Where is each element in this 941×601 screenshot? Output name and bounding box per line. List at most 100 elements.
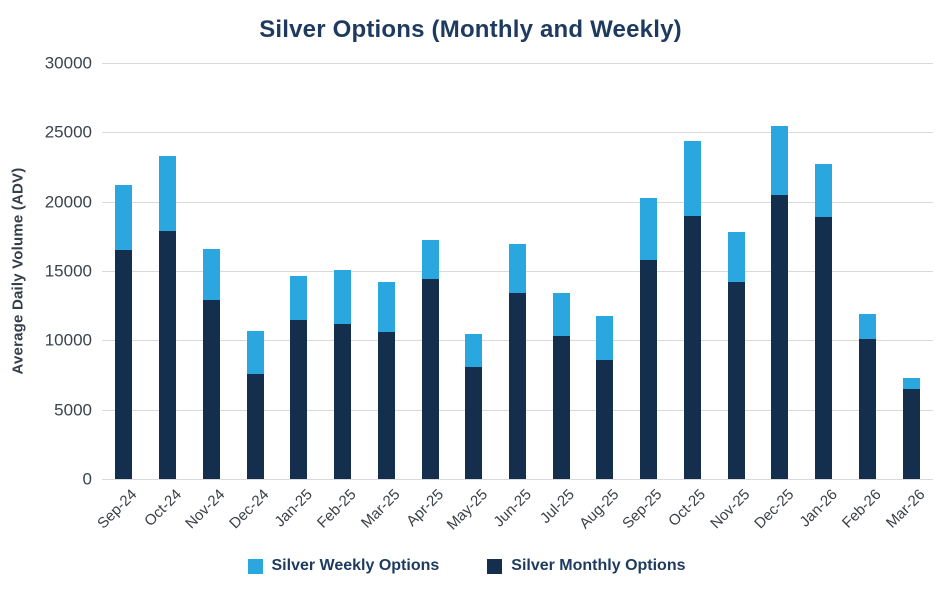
y-tick-label: 25000 xyxy=(44,122,92,142)
y-tick-label: 20000 xyxy=(44,192,92,212)
x-tick-label: Jan-26 xyxy=(796,486,841,531)
y-axis-title: Average Daily Volume (ADV) xyxy=(9,167,27,375)
x-tick-label: Nov-25 xyxy=(706,486,754,533)
bar-feb-26 xyxy=(858,314,876,479)
bar-dec-25 xyxy=(771,126,789,479)
bar-segment-weekly xyxy=(858,314,876,339)
bar-segment-weekly xyxy=(727,232,745,282)
bar-segment-monthly xyxy=(115,250,133,479)
gridline-0 xyxy=(102,479,933,480)
bar-segment-monthly xyxy=(465,367,483,479)
x-tick-label: Nov-24 xyxy=(182,486,229,533)
bar-segment-monthly xyxy=(377,332,395,479)
x-tick-label: Mar-25 xyxy=(357,486,404,532)
bar-segment-weekly xyxy=(683,141,701,216)
x-axis-tick-labels: Sep-24 Oct-24 Nov-24 Dec-24 Jan-25 Feb-25 Mar-… xyxy=(95,479,933,541)
bar-segment-weekly xyxy=(596,316,614,360)
bar-oct-24 xyxy=(159,156,177,479)
bar-segment-weekly xyxy=(159,156,177,231)
bar-mar-25 xyxy=(377,282,395,479)
bar-segment-weekly xyxy=(421,240,439,279)
x-tick-label: May-25 xyxy=(443,486,491,534)
chart-layout: Average Daily Volume (ADV) 0 5000 10000 150… xyxy=(0,55,941,575)
bar-jan-25 xyxy=(290,276,308,479)
bar-segment-weekly xyxy=(246,331,264,374)
bar-mar-26 xyxy=(902,378,920,479)
bar-nov-24 xyxy=(202,249,220,479)
x-tick-label: Feb-26 xyxy=(838,486,885,532)
bar-segment-weekly xyxy=(290,276,308,320)
gridline-25000 xyxy=(102,132,933,134)
plot-area xyxy=(102,63,933,480)
bar-segment-monthly xyxy=(596,360,614,479)
x-tick-label: Mar-26 xyxy=(882,486,929,532)
bar-segment-monthly xyxy=(552,336,570,479)
x-tick-label: Oct-24 xyxy=(140,486,185,530)
bar-dec-24 xyxy=(246,331,264,479)
legend-swatch-weekly xyxy=(247,558,263,574)
x-tick-label: Sep-24 xyxy=(94,486,141,533)
legend: Silver Weekly Options Silver Monthly Opti… xyxy=(0,557,933,575)
bar-sep-24 xyxy=(115,185,133,479)
bar-sep-25 xyxy=(640,198,658,479)
bar-oct-25 xyxy=(683,141,701,479)
bar-segment-monthly xyxy=(815,217,833,479)
bar-apr-25 xyxy=(421,240,439,479)
bar-segment-monthly xyxy=(727,282,745,479)
bar-jan-26 xyxy=(815,164,833,479)
y-tick-label: 5000 xyxy=(54,400,92,420)
bar-segment-weekly xyxy=(509,244,526,293)
bar-segment-monthly xyxy=(290,320,308,479)
bar-segment-weekly xyxy=(465,334,483,367)
bar-segment-monthly xyxy=(509,293,526,479)
chart-title: Silver Options (Monthly and Weekly) xyxy=(259,16,682,43)
x-tick-label: Dec-24 xyxy=(225,486,273,533)
y-axis-title-cell: Average Daily Volume (ADV) xyxy=(0,63,36,479)
bar-segment-weekly xyxy=(377,282,395,332)
bar-segment-weekly xyxy=(815,164,833,217)
x-tick-label: Dec-25 xyxy=(750,486,797,533)
bar-segment-weekly xyxy=(334,270,352,324)
x-tick-label: Jan-25 xyxy=(271,486,316,531)
gridline-30000 xyxy=(102,63,933,64)
bar-may-25 xyxy=(465,334,483,479)
bar-segment-weekly xyxy=(902,378,920,389)
y-tick-label: 0 xyxy=(82,469,92,489)
y-tick-label: 30000 xyxy=(44,53,92,73)
bar-segment-monthly xyxy=(334,324,352,479)
bar-nov-25 xyxy=(727,232,745,479)
x-tick-label: Jul-25 xyxy=(537,486,579,527)
bar-aug-25 xyxy=(596,316,614,479)
legend-label-monthly: Silver Monthly Options xyxy=(511,557,686,574)
bar-segment-monthly xyxy=(902,389,920,479)
legend-swatch-monthly xyxy=(487,558,503,574)
bar-segment-monthly xyxy=(202,300,220,479)
x-tick-label: Aug-25 xyxy=(575,486,622,533)
y-tick-label: 15000 xyxy=(44,261,92,281)
bar-feb-25 xyxy=(334,270,352,479)
x-tick-label: Feb-25 xyxy=(313,486,360,532)
bar-jul-25 xyxy=(552,293,570,479)
bar-segment-monthly xyxy=(771,195,789,479)
y-tick-label: 10000 xyxy=(44,330,92,350)
bar-segment-monthly xyxy=(421,279,439,479)
bar-segment-weekly xyxy=(202,249,220,300)
x-tick-label: Sep-25 xyxy=(619,486,666,533)
bar-segment-weekly xyxy=(771,126,789,195)
bar-segment-monthly xyxy=(858,339,876,479)
y-axis-tick-labels: 0 5000 10000 15000 20000 25000 30000 xyxy=(36,55,102,488)
x-tick-label: Oct-25 xyxy=(665,486,710,530)
legend-label-weekly: Silver Weekly Options xyxy=(271,557,440,574)
bar-segment-monthly xyxy=(640,260,658,479)
bar-segment-monthly xyxy=(159,231,177,479)
legend-item-weekly: Silver Weekly Options xyxy=(247,557,440,575)
bar-segment-weekly xyxy=(115,185,133,250)
bar-segment-weekly xyxy=(640,198,658,260)
bar-jun-25 xyxy=(509,244,526,479)
bar-segment-weekly xyxy=(552,293,570,336)
bar-segment-monthly xyxy=(246,374,264,479)
gridline-20000 xyxy=(102,201,933,203)
legend-item-monthly: Silver Monthly Options xyxy=(487,557,686,575)
x-tick-label: Apr-25 xyxy=(403,486,448,530)
